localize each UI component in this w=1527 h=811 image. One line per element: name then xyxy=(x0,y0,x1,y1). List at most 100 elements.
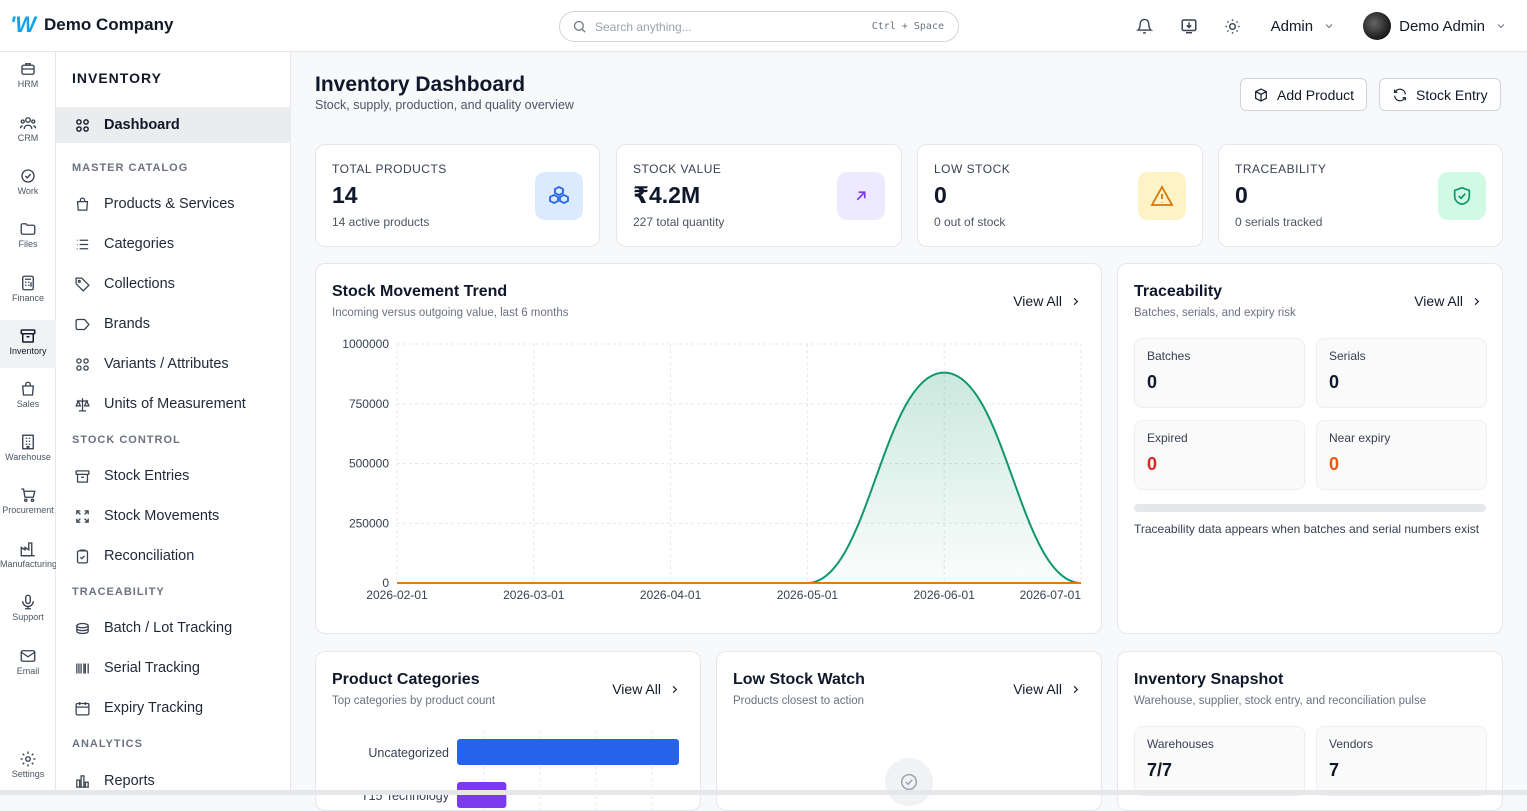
kpi-sub: 0 serials tracked xyxy=(1235,215,1323,229)
kpi-sub: 0 out of stock xyxy=(934,215,1006,229)
rail-item-email[interactable]: Email xyxy=(0,647,56,676)
arrow-up-right-icon xyxy=(837,172,885,220)
sidebar-item-label: Dashboard xyxy=(104,117,180,133)
sidebar-item-label: Serial Tracking xyxy=(104,660,200,676)
rail-item-procurement[interactable]: Procurement xyxy=(0,486,56,515)
x-tick-label: 2026-05-01 xyxy=(777,588,839,602)
rail-label: Warehouse xyxy=(5,452,51,462)
product-categories-card: Product Categories Top categories by pro… xyxy=(315,651,701,811)
kpi-value: 14 xyxy=(332,182,358,208)
sidebar-item-label: Reports xyxy=(104,773,155,789)
sidebar-item-stock-movements[interactable]: Stock Movements xyxy=(56,498,291,534)
sidebar-item-label: Stock Entries xyxy=(104,468,190,484)
sidebar-item-units[interactable]: Units of Measurement xyxy=(56,386,291,422)
cart-icon xyxy=(21,488,36,503)
rail-item-files[interactable]: Files xyxy=(0,220,56,249)
sidebar-item-reconciliation[interactable]: Reconciliation xyxy=(56,538,291,574)
card-title: Traceability xyxy=(1134,283,1223,300)
view-all-link[interactable]: View All xyxy=(1013,681,1081,697)
rail-item-manufacturing[interactable]: Manufacturing xyxy=(0,540,57,569)
avatar[interactable] xyxy=(1363,12,1392,40)
rail-item-settings[interactable]: Settings xyxy=(0,750,56,779)
rail-label: Files xyxy=(18,239,38,249)
company-name: Demo Company xyxy=(44,15,174,34)
traceability-progress-bar xyxy=(1134,504,1486,512)
module-rail: HRM CRM Work Files Finance Inventory Sal… xyxy=(0,52,57,795)
box-icon xyxy=(1255,87,1267,102)
card-title: Product Categories xyxy=(332,671,480,688)
shopping-bag-icon xyxy=(22,381,34,396)
sidebar-item-expiry[interactable]: Expiry Tracking xyxy=(56,690,291,726)
download-icon[interactable] xyxy=(1179,16,1199,36)
traceability-card: Traceability Batches, serials, and expir… xyxy=(1117,263,1503,634)
brand[interactable]: 'W Demo Company xyxy=(10,13,173,37)
calendar-icon xyxy=(72,698,92,718)
sidebar-item-categories[interactable]: Categories xyxy=(56,226,291,262)
near-expiry-tile: Near expiry 0 xyxy=(1316,420,1487,490)
tile-value: 7 xyxy=(1329,760,1340,780)
sidebar-item-reports[interactable]: Reports xyxy=(56,763,291,799)
rail-label: CRM xyxy=(17,133,39,143)
sidebar-item-variants[interactable]: Variants / Attributes xyxy=(56,346,291,382)
rail-label: Work xyxy=(17,186,39,196)
settings-icon xyxy=(20,751,36,767)
sidebar-item-batch[interactable]: Batch / Lot Tracking xyxy=(56,610,291,646)
sidebar-section-analytics: ANALYTICS xyxy=(72,738,143,750)
window-bottom-edge xyxy=(0,790,1527,795)
page-title: Inventory Dashboard xyxy=(315,73,526,96)
card-title: Inventory Snapshot xyxy=(1134,671,1284,688)
sidebar-item-brands[interactable]: Brands xyxy=(56,306,291,342)
rail-item-finance[interactable]: Finance xyxy=(0,274,56,303)
tile-label: Batches xyxy=(1147,349,1191,363)
label-icon xyxy=(72,314,92,334)
sidebar-item-stock-entries[interactable]: Stock Entries xyxy=(56,458,291,494)
kpi-value: 0 xyxy=(1235,182,1248,208)
sidebar-item-dashboard[interactable]: Dashboard xyxy=(56,107,291,143)
bell-icon[interactable] xyxy=(1135,16,1155,36)
tile-value: 0 xyxy=(1147,372,1158,392)
view-all-link[interactable]: View All xyxy=(1013,293,1081,309)
main-content: Inventory Dashboard Stock, supply, produ… xyxy=(291,52,1527,811)
tile-label: Serials xyxy=(1329,349,1366,363)
rail-item-warehouse[interactable]: Warehouse xyxy=(0,433,56,462)
kpi-card-traceability: TRACEABILITY 0 0 serials tracked xyxy=(1218,144,1503,247)
x-tick-label: 2026-02-01 xyxy=(366,588,428,602)
add-product-label: Add Product xyxy=(1277,86,1355,103)
sun-icon[interactable] xyxy=(1223,16,1243,36)
barcode-icon xyxy=(72,658,92,678)
rail-item-inventory[interactable]: Inventory xyxy=(0,320,56,368)
rail-item-crm[interactable]: CRM xyxy=(0,114,56,143)
sidebar-item-products[interactable]: Products & Services xyxy=(56,186,291,222)
sidebar-item-collections[interactable]: Collections xyxy=(56,266,291,302)
rail-item-hrm[interactable]: HRM xyxy=(0,60,56,89)
rail-label: Procurement xyxy=(2,505,54,515)
search-input[interactable]: Search anything... Ctrl + Space xyxy=(559,11,959,42)
user-menu[interactable]: Demo Admin xyxy=(1399,18,1507,35)
role-select[interactable]: Admin xyxy=(1271,18,1336,35)
inventory-sidebar: INVENTORY Dashboard MASTER CATALOG Produ… xyxy=(56,52,291,795)
card-subtitle: Incoming versus outgoing value, last 6 m… xyxy=(332,307,569,319)
chevron-right-icon xyxy=(1073,297,1079,305)
rail-item-work[interactable]: Work xyxy=(0,167,56,196)
rail-item-support[interactable]: Support xyxy=(0,593,56,622)
top-bar: 'W Demo Company Search anything... Ctrl … xyxy=(0,0,1527,52)
sidebar-item-label: Stock Movements xyxy=(104,508,220,524)
archive-icon xyxy=(20,329,36,343)
kpi-card-low-stock: LOW STOCK 0 0 out of stock xyxy=(917,144,1203,247)
rail-item-sales[interactable]: Sales xyxy=(0,380,56,409)
briefcase-icon xyxy=(21,63,35,75)
kpi-label: STOCK VALUE xyxy=(633,162,722,176)
factory-icon xyxy=(20,542,35,557)
x-tick-label: 2026-04-01 xyxy=(640,588,702,602)
sidebar-item-serial[interactable]: Serial Tracking xyxy=(56,650,291,686)
y-tick-label: 0 xyxy=(382,576,389,590)
page-subtitle: Stock, supply, production, and quality o… xyxy=(315,98,574,112)
view-all-label: View All xyxy=(1013,293,1062,309)
stock-entry-button[interactable]: Stock Entry xyxy=(1379,78,1501,111)
add-product-button[interactable]: Add Product xyxy=(1240,78,1368,111)
view-all-link[interactable]: View All xyxy=(612,681,680,697)
users-icon xyxy=(19,117,37,130)
vendors-tile: Vendors 7 xyxy=(1316,726,1487,796)
view-all-link[interactable]: View All xyxy=(1414,293,1482,309)
